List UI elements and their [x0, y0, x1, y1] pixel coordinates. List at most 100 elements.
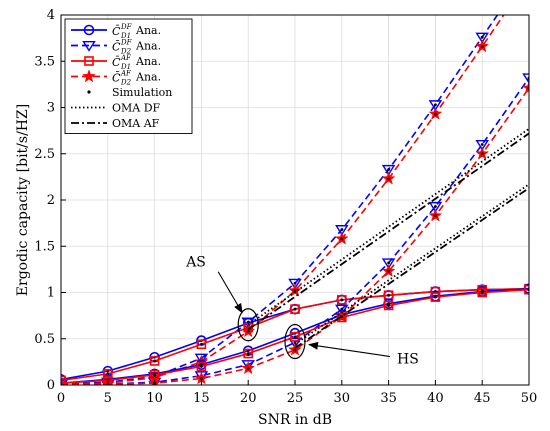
x-tick-label: 15 [193, 391, 210, 406]
legend-marker [87, 90, 91, 94]
simulation-point [480, 152, 484, 156]
data-point-marker [336, 295, 347, 305]
y-tick-label: 1.5 [34, 239, 55, 254]
x-tick-label: 30 [334, 391, 351, 406]
data-point-marker [477, 287, 488, 298]
data-point-marker [241, 360, 255, 371]
series-line-as-af-d2 [61, 15, 505, 385]
x-tick-label: 45 [474, 391, 491, 406]
x-tick-label: 25 [287, 391, 304, 406]
data-point-marker [194, 353, 209, 365]
simulation-point [480, 35, 484, 39]
series-clip-group [61, 15, 529, 385]
legend-marker [84, 56, 94, 66]
simulation-point [387, 168, 390, 171]
legend-suffix: Ana. [135, 40, 161, 53]
legend-marker [82, 40, 96, 52]
simulation-point [200, 365, 203, 368]
legend-suffix: Ana. [135, 24, 161, 37]
y-tick-label: 4 [47, 8, 55, 23]
simulation-point [387, 177, 390, 181]
simulation-point [340, 307, 344, 311]
series-line-as-oma-df [247, 128, 529, 326]
data-point-marker [381, 164, 396, 176]
data-point-marker [61, 377, 68, 385]
as-annotation-label: AS [185, 255, 206, 271]
simulation-point [246, 352, 250, 355]
simulation-point [153, 373, 157, 377]
data-point-marker [149, 356, 160, 366]
legend-suffix: Ana. [135, 55, 161, 68]
legend-superscript: DF [120, 23, 133, 31]
y-tick-label: 3 [47, 101, 55, 116]
series-line-hs-oma-af [294, 187, 529, 349]
data-point-marker [428, 201, 443, 213]
simulation-point [293, 348, 297, 352]
y-tick-label: 2 [47, 193, 55, 208]
annotations: AS HS [185, 255, 419, 368]
data-point-marker [288, 278, 302, 290]
y-axis-label: Ergodic capacity [bit/s/HZ] [15, 104, 31, 296]
hs-annotation-label: HS [397, 352, 419, 368]
series-line-hs-af-d2 [61, 87, 529, 385]
legend-marker [83, 24, 95, 36]
data-point-marker [430, 292, 441, 302]
simulation-point [480, 143, 484, 146]
y-tick-label: 0.5 [34, 332, 55, 347]
simulation-point [246, 366, 250, 370]
simulation-point [434, 205, 437, 208]
data-point-marker [522, 73, 529, 85]
hs-highlight-ellipse [284, 323, 306, 360]
simulation-point [246, 329, 250, 333]
simulation-point [387, 304, 390, 307]
y-tick-label: 1 [47, 286, 55, 301]
legend-subscript: D2 [120, 48, 132, 56]
data-point-marker [196, 339, 207, 350]
data-point-marker [524, 284, 529, 295]
x-tick-label: 0 [57, 391, 65, 406]
plot-series [61, 15, 529, 385]
legend-label: OMA DF [112, 102, 161, 115]
simulation-point [293, 307, 297, 311]
simulation-point [480, 45, 484, 48]
simulation-point [340, 298, 344, 302]
series-line-as-oma-af [247, 132, 529, 331]
simulation-point [340, 228, 344, 232]
data-point-marker [196, 361, 207, 372]
hs-arrow [308, 341, 391, 358]
data-point-marker [383, 300, 394, 311]
legend-subscript: D1 [120, 32, 131, 40]
legend-superscript: DF [120, 39, 133, 47]
simulation-point [480, 291, 484, 294]
data-point-marker [243, 348, 253, 359]
data-point-marker [335, 225, 349, 236]
legend-symbol: C̄ [112, 71, 121, 84]
legend-superscript: AF [120, 70, 132, 78]
legend-symbol: C̄ [112, 56, 121, 69]
data-point-marker [522, 80, 529, 94]
simulation-point [434, 112, 437, 116]
simulation-point [434, 214, 437, 218]
legend-marker [82, 69, 96, 83]
x-tick-label: 40 [427, 391, 444, 406]
simulation-point [340, 237, 344, 241]
simulation-point [200, 377, 203, 380]
data-point-marker [288, 337, 302, 349]
data-point-marker [381, 258, 396, 270]
x-tick-label: 20 [240, 391, 257, 406]
legend-suffix: Ana. [135, 71, 161, 84]
simulation-point [387, 269, 390, 273]
x-tick-label: 35 [380, 391, 397, 406]
y-tick-label: 2.5 [34, 147, 55, 162]
data-point-marker [428, 100, 443, 111]
as-arrow [217, 271, 243, 314]
x-tick-label: 50 [521, 391, 538, 406]
legend-symbol: C̄ [112, 25, 121, 38]
data-point-marker [475, 32, 489, 44]
data-point-marker [241, 317, 255, 329]
simulation-point [434, 103, 437, 107]
simulation-point [293, 289, 297, 293]
legend-label: Simulation [112, 86, 172, 99]
data-point-marker [290, 304, 300, 314]
